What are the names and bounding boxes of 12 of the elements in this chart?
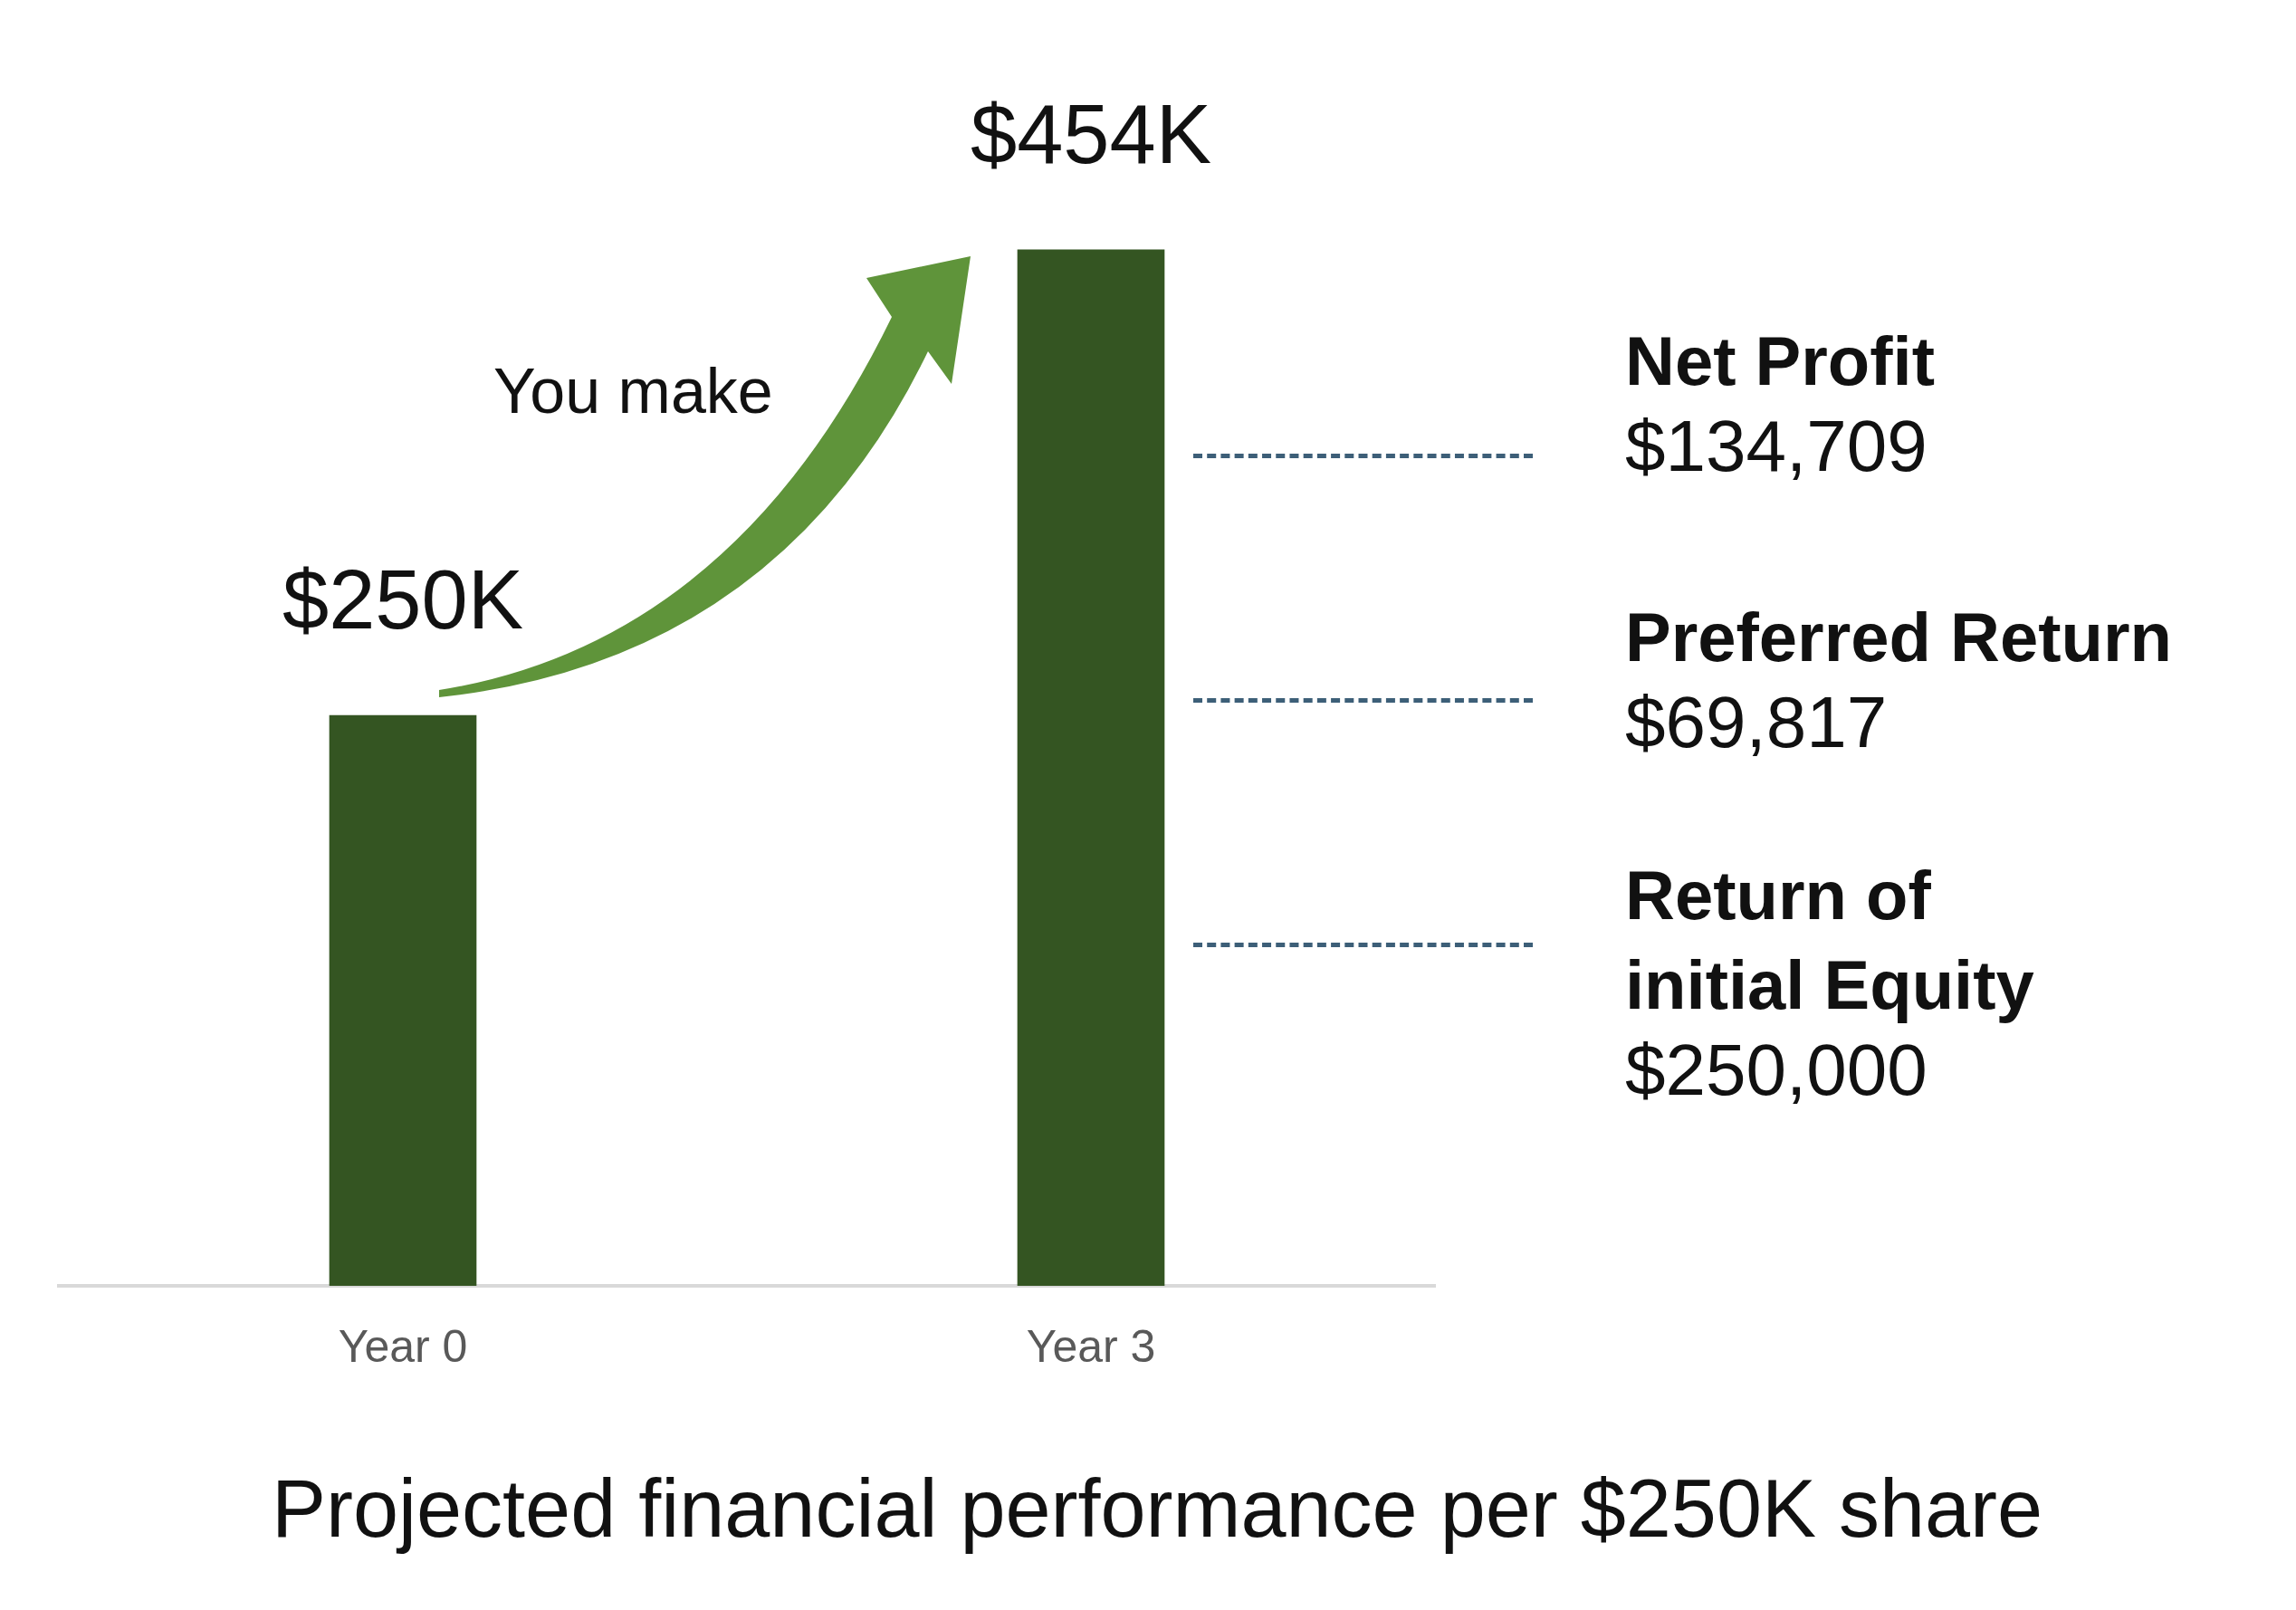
- text: Net Profit: [1625, 321, 1935, 401]
- data-label: $454K: [970, 88, 1212, 181]
- x-tick-label: Year 3: [1026, 1320, 1156, 1372]
- x-tick-label: Year 0: [338, 1320, 468, 1372]
- annotation: You make: [493, 355, 773, 427]
- text: $250,000: [1625, 1029, 1928, 1112]
- data-label: $250K: [282, 553, 524, 647]
- text: Return of initial Equity: [1625, 856, 2034, 1025]
- text: Preferred Return: [1625, 598, 2172, 677]
- text: $134,709: [1625, 405, 1928, 488]
- text: Projected financial performance per $250K share: [272, 1462, 2043, 1556]
- text: $69,817: [1625, 681, 1888, 764]
